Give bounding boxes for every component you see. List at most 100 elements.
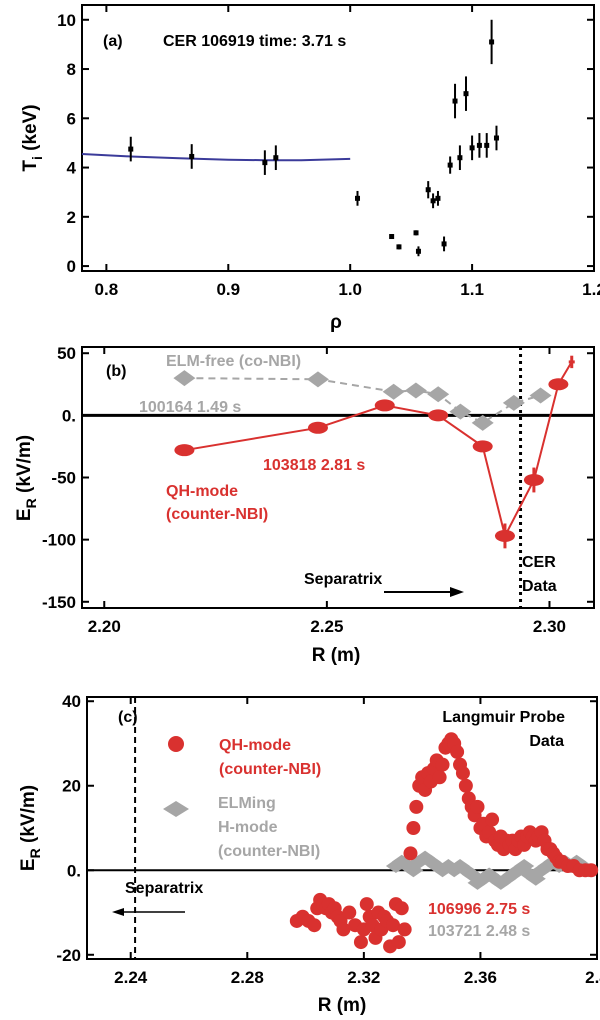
panel-b-gray-point xyxy=(404,382,427,399)
panel-a-fit-line xyxy=(81,153,351,162)
panel-b-red-point xyxy=(523,473,544,486)
panel-a-point xyxy=(447,162,453,168)
panel-a: 0.8 0.9 1.0 1.1 1.2 0 2 4 6 8 10 (a) CER 106919 ti… xyxy=(20,4,600,333)
panel-b-gray-point xyxy=(427,386,450,403)
panel-a-ticks: 0.8 0.9 1.0 1.1 1.2 0 2 4 6 8 10 xyxy=(57,5,600,299)
panel-a-xtick-label: 1.2 xyxy=(582,280,600,299)
panel-b-ytick-label: 0. xyxy=(62,406,76,425)
panel-a-point xyxy=(457,155,463,161)
panel-b-gray-point xyxy=(173,370,196,387)
panel-c-ytick-label: -20 xyxy=(56,946,81,965)
panel-c-red-2: (counter-NBI) xyxy=(219,761,321,778)
panel-a-point xyxy=(262,160,268,166)
panel-c-separatrix-arrow xyxy=(112,908,185,916)
panel-a-point xyxy=(415,248,421,254)
panel-a-xtick-label: 1.1 xyxy=(460,280,484,299)
panel-b-red-point xyxy=(428,409,449,422)
panel-c-red-point xyxy=(455,766,470,781)
panel-a-point xyxy=(469,145,475,151)
panel-c-red-points xyxy=(289,732,599,954)
panel-c-red-point xyxy=(485,812,500,827)
panel-c-ytick-label: 0. xyxy=(67,861,81,880)
panel-a-ytick-label: 2 xyxy=(67,208,76,227)
panel-c-xtick-label: 2.4 xyxy=(585,968,600,987)
panel-a-point xyxy=(189,153,195,159)
panel-b-xlabel: R (m) xyxy=(312,645,361,666)
panel-c-ytick-label: 40 xyxy=(62,692,81,711)
panel-c-ylabel-unit: (kV/m) xyxy=(18,785,39,848)
panel-a-point xyxy=(476,142,482,148)
panel-b-ylabel-main: E xyxy=(14,508,35,521)
panel-c-red-point xyxy=(406,821,421,835)
panel-c-red-point xyxy=(403,846,418,861)
panel-a-point xyxy=(389,234,395,240)
panel-c-xtick-label: 2.24 xyxy=(114,968,148,987)
panel-c-probe-2: Data xyxy=(529,733,564,750)
panel-c-red-1: QH-mode xyxy=(219,737,291,754)
panel-a-point xyxy=(273,155,279,161)
panel-a-ylabel-sub: i xyxy=(29,156,45,160)
panel-b-ylabel: ER (kV/m) xyxy=(14,435,39,521)
panel-c-gray-shot: 103721 2.48 s xyxy=(428,923,530,940)
panel-a-point xyxy=(430,198,436,204)
panel-b-ytick-label: -100 xyxy=(42,531,76,550)
panel-b-red-point xyxy=(472,440,493,453)
panel-a-ytick-label: 4 xyxy=(67,159,77,178)
panel-a-point xyxy=(413,230,419,236)
panel-c-red-point xyxy=(450,744,465,759)
panel-b-gray-points xyxy=(173,370,552,431)
panel-c-red-point xyxy=(391,935,406,950)
panel-b-red-shot: 103818 2.81 s xyxy=(263,457,365,474)
panel-b-cer-1: CER xyxy=(522,554,556,571)
panel-c-red-point xyxy=(470,799,485,814)
panel-c-red-point xyxy=(307,918,322,933)
panel-b-gray-point xyxy=(529,387,552,404)
panel-b-red-point xyxy=(548,378,569,391)
panel-b-xtick-label: 2.20 xyxy=(88,617,121,636)
panel-c-xtick-label: 2.28 xyxy=(231,968,264,987)
panel-b-gray-point xyxy=(382,383,405,400)
panel-b-cer-2: Data xyxy=(522,578,557,595)
panel-c-red-point xyxy=(336,922,351,937)
panel-a-point xyxy=(435,195,441,201)
panel-c-gray-1: ELMing xyxy=(218,795,276,812)
panel-c-xlabel: R (m) xyxy=(318,995,367,1016)
panel-c-ylabel: ER (kV/m) xyxy=(18,785,43,871)
panel-b-gray-title: ELM-free (co-NBI) xyxy=(166,353,301,370)
panel-a-point xyxy=(452,98,458,104)
panel-a-point xyxy=(484,142,490,148)
panel-c-red-point xyxy=(435,757,450,772)
panel-b-xtick-label: 2.25 xyxy=(310,617,343,636)
panel-a-point xyxy=(355,195,361,201)
panel-a-ytick-label: 8 xyxy=(67,60,76,79)
panel-b-red-mode-2: (counter-NBI) xyxy=(166,506,268,523)
panel-a-ylabel: Ti (keV) xyxy=(20,104,45,171)
panel-c-red-shot: 106996 2.75 s xyxy=(428,901,530,918)
panel-c-separatrix-label: Separatrix xyxy=(125,880,203,897)
panel-c-label: (c) xyxy=(118,709,138,726)
panel-c-red-point xyxy=(584,863,599,878)
panel-a-points xyxy=(128,19,499,257)
panel-b-red-point xyxy=(494,529,515,542)
panel-a-point xyxy=(489,39,495,45)
panel-a-point xyxy=(463,91,469,97)
panel-b-ytick-label: 50 xyxy=(57,344,76,363)
panel-b-ylabel-sub: R xyxy=(23,498,39,508)
panel-c-red-point xyxy=(394,901,409,916)
panel-b-gray-point xyxy=(306,371,329,388)
panel-a-xlabel: ρ xyxy=(330,312,342,333)
panel-c-red-point xyxy=(458,778,473,793)
panel-a-ytick-label: 10 xyxy=(57,11,76,30)
panel-b-label: (b) xyxy=(106,363,126,380)
panel-b-ytick-label: -50 xyxy=(51,469,76,488)
panel-b-ytick-label: -150 xyxy=(42,593,76,612)
panel-b-red-mode-1: QH-mode xyxy=(166,483,238,500)
panel-b-gray-point xyxy=(449,403,472,420)
panel-c-xtick-label: 2.32 xyxy=(347,968,380,987)
panel-a-ytick-label: 6 xyxy=(67,109,76,128)
panel-b-xtick-label: 2.30 xyxy=(533,617,566,636)
panel-c-red-point xyxy=(432,770,447,785)
panel-b-red-points xyxy=(174,355,575,549)
panel-a-point xyxy=(396,244,402,250)
